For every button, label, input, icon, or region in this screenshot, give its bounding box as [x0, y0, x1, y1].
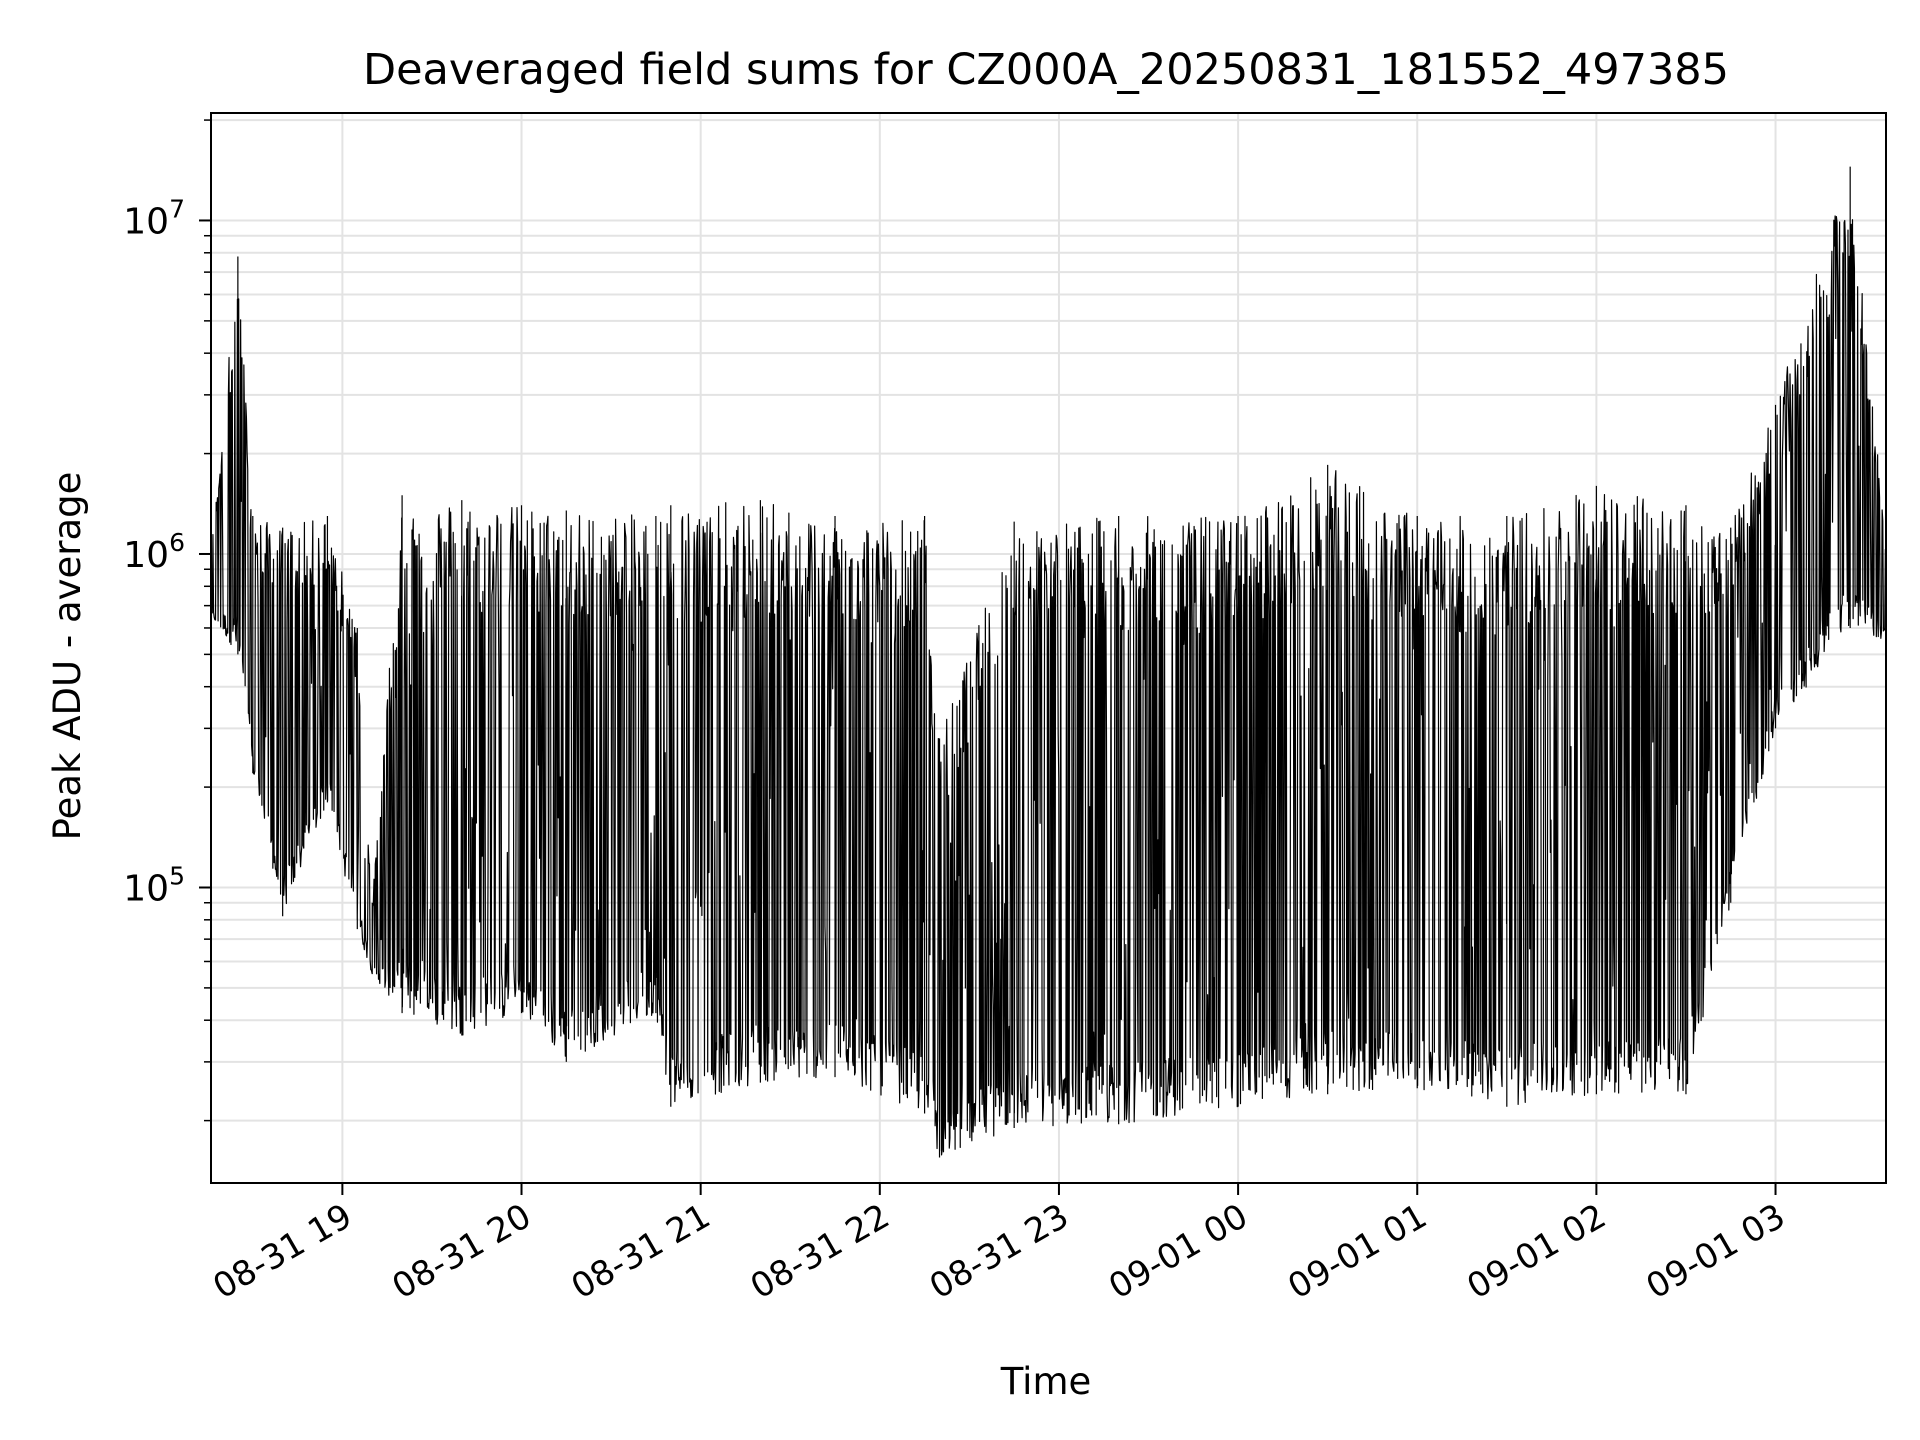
y-tick-label: 106	[123, 528, 185, 576]
y-tick-label: 105	[123, 861, 185, 909]
plot-frame	[210, 112, 1887, 1184]
y-axis: 105 106 107	[123, 119, 211, 1122]
x-axis-label: Time	[1000, 1360, 1092, 1403]
data-series-line	[210, 166, 1887, 1158]
y-tick-label: 107	[123, 194, 185, 242]
chart-title: Deaveraged field sums for CZ000A_2025083…	[363, 45, 1729, 95]
data-series	[210, 166, 1887, 1158]
y-axis-label: Peak ADU - average	[46, 472, 89, 841]
